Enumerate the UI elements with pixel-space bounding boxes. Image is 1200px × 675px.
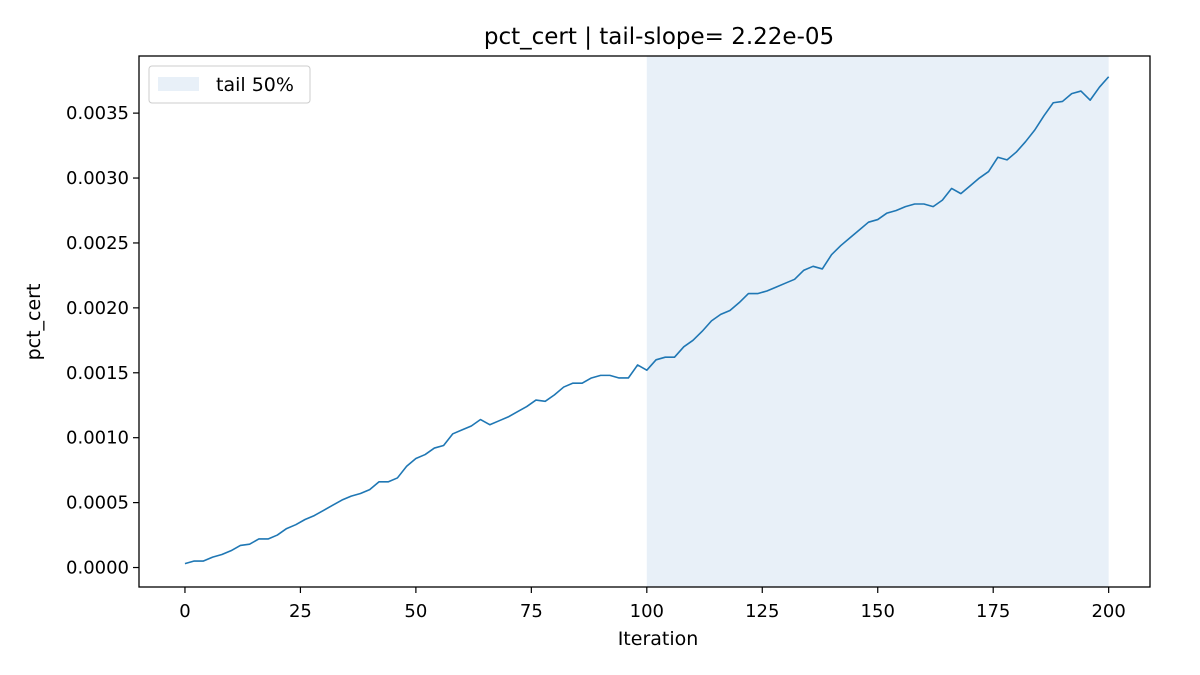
x-tick-label: 175 bbox=[976, 601, 1010, 622]
x-tick-label: 50 bbox=[404, 601, 427, 622]
chart-title: pct_cert | tail-slope= 2.22e-05 bbox=[484, 24, 834, 50]
y-tick-label: 0.0005 bbox=[66, 493, 129, 514]
y-tick-label: 0.0010 bbox=[66, 428, 129, 449]
y-tick-label: 0.0035 bbox=[66, 103, 129, 124]
y-tick-label: 0.0020 bbox=[66, 298, 129, 319]
y-axis-label: pct_cert bbox=[23, 284, 45, 361]
x-tick-label: 125 bbox=[745, 601, 779, 622]
tail-region bbox=[646, 56, 1109, 587]
plot-group: 0 25 50 75 100 125 150 175 200 0.0000 0.0005 0.0010… bbox=[66, 55, 1151, 622]
plot-frame bbox=[138, 55, 1151, 588]
x-tick-label: 25 bbox=[289, 601, 312, 622]
x-tick-label: 0 bbox=[179, 601, 190, 622]
legend-box bbox=[148, 65, 311, 104]
legend-swatch bbox=[158, 77, 199, 91]
x-axis-label: Iteration bbox=[618, 628, 699, 650]
y-tick-label: 0.0015 bbox=[66, 363, 129, 384]
y-tick-label: 0.0030 bbox=[66, 168, 129, 189]
legend-label: tail 50% bbox=[216, 74, 294, 96]
series-line bbox=[184, 76, 1110, 565]
x-tick-label: 100 bbox=[630, 601, 664, 622]
x-tick-label: 75 bbox=[520, 601, 543, 622]
y-tick-label: 0.0000 bbox=[66, 558, 129, 579]
y-tick-label: 0.0025 bbox=[66, 233, 129, 254]
x-tick-label: 200 bbox=[1091, 601, 1125, 622]
x-tick-label: 150 bbox=[861, 601, 895, 622]
